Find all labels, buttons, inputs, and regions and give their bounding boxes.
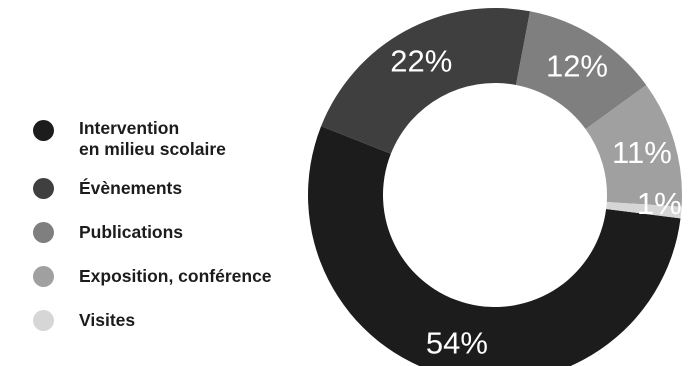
slice-visites	[606, 202, 682, 219]
legend-swatch-intervention	[33, 120, 54, 141]
legend-item-intervention: Intervention en milieu scolaire	[33, 118, 323, 166]
slice-label-publications: 12%	[546, 48, 608, 83]
slice-label-exposition: 11%	[612, 135, 672, 170]
legend-item-visites: Visites	[33, 298, 323, 342]
chart-legend: Intervention en milieu scolaire Évènemen…	[33, 118, 323, 342]
slice-intervention	[308, 126, 681, 366]
slice-publications	[515, 11, 647, 130]
slice-label-intervention: 54%	[426, 326, 488, 361]
legend-label-intervention: Intervention en milieu scolaire	[79, 118, 226, 159]
slice-evenements	[321, 8, 531, 154]
legend-label-exposition: Exposition, conférence	[79, 265, 272, 286]
legend-swatch-evenements	[33, 177, 54, 199]
legend-item-evenements: Évènements	[33, 166, 323, 210]
legend-label-publications: Publications	[79, 221, 184, 242]
legend-swatch-publications	[33, 221, 54, 243]
legend-swatch-visites	[33, 309, 54, 331]
legend-item-publications: Publications	[33, 210, 323, 254]
legend-item-exposition: Exposition, conférence	[33, 254, 323, 298]
slice-label-evenements: 22%	[390, 43, 452, 78]
slice-exposition	[585, 85, 682, 207]
legend-label-visites: Visites	[79, 309, 136, 330]
legend-label-evenements: Évènements	[79, 177, 183, 198]
legend-swatch-exposition	[33, 265, 54, 287]
slice-label-visites: 1%	[637, 186, 682, 221]
